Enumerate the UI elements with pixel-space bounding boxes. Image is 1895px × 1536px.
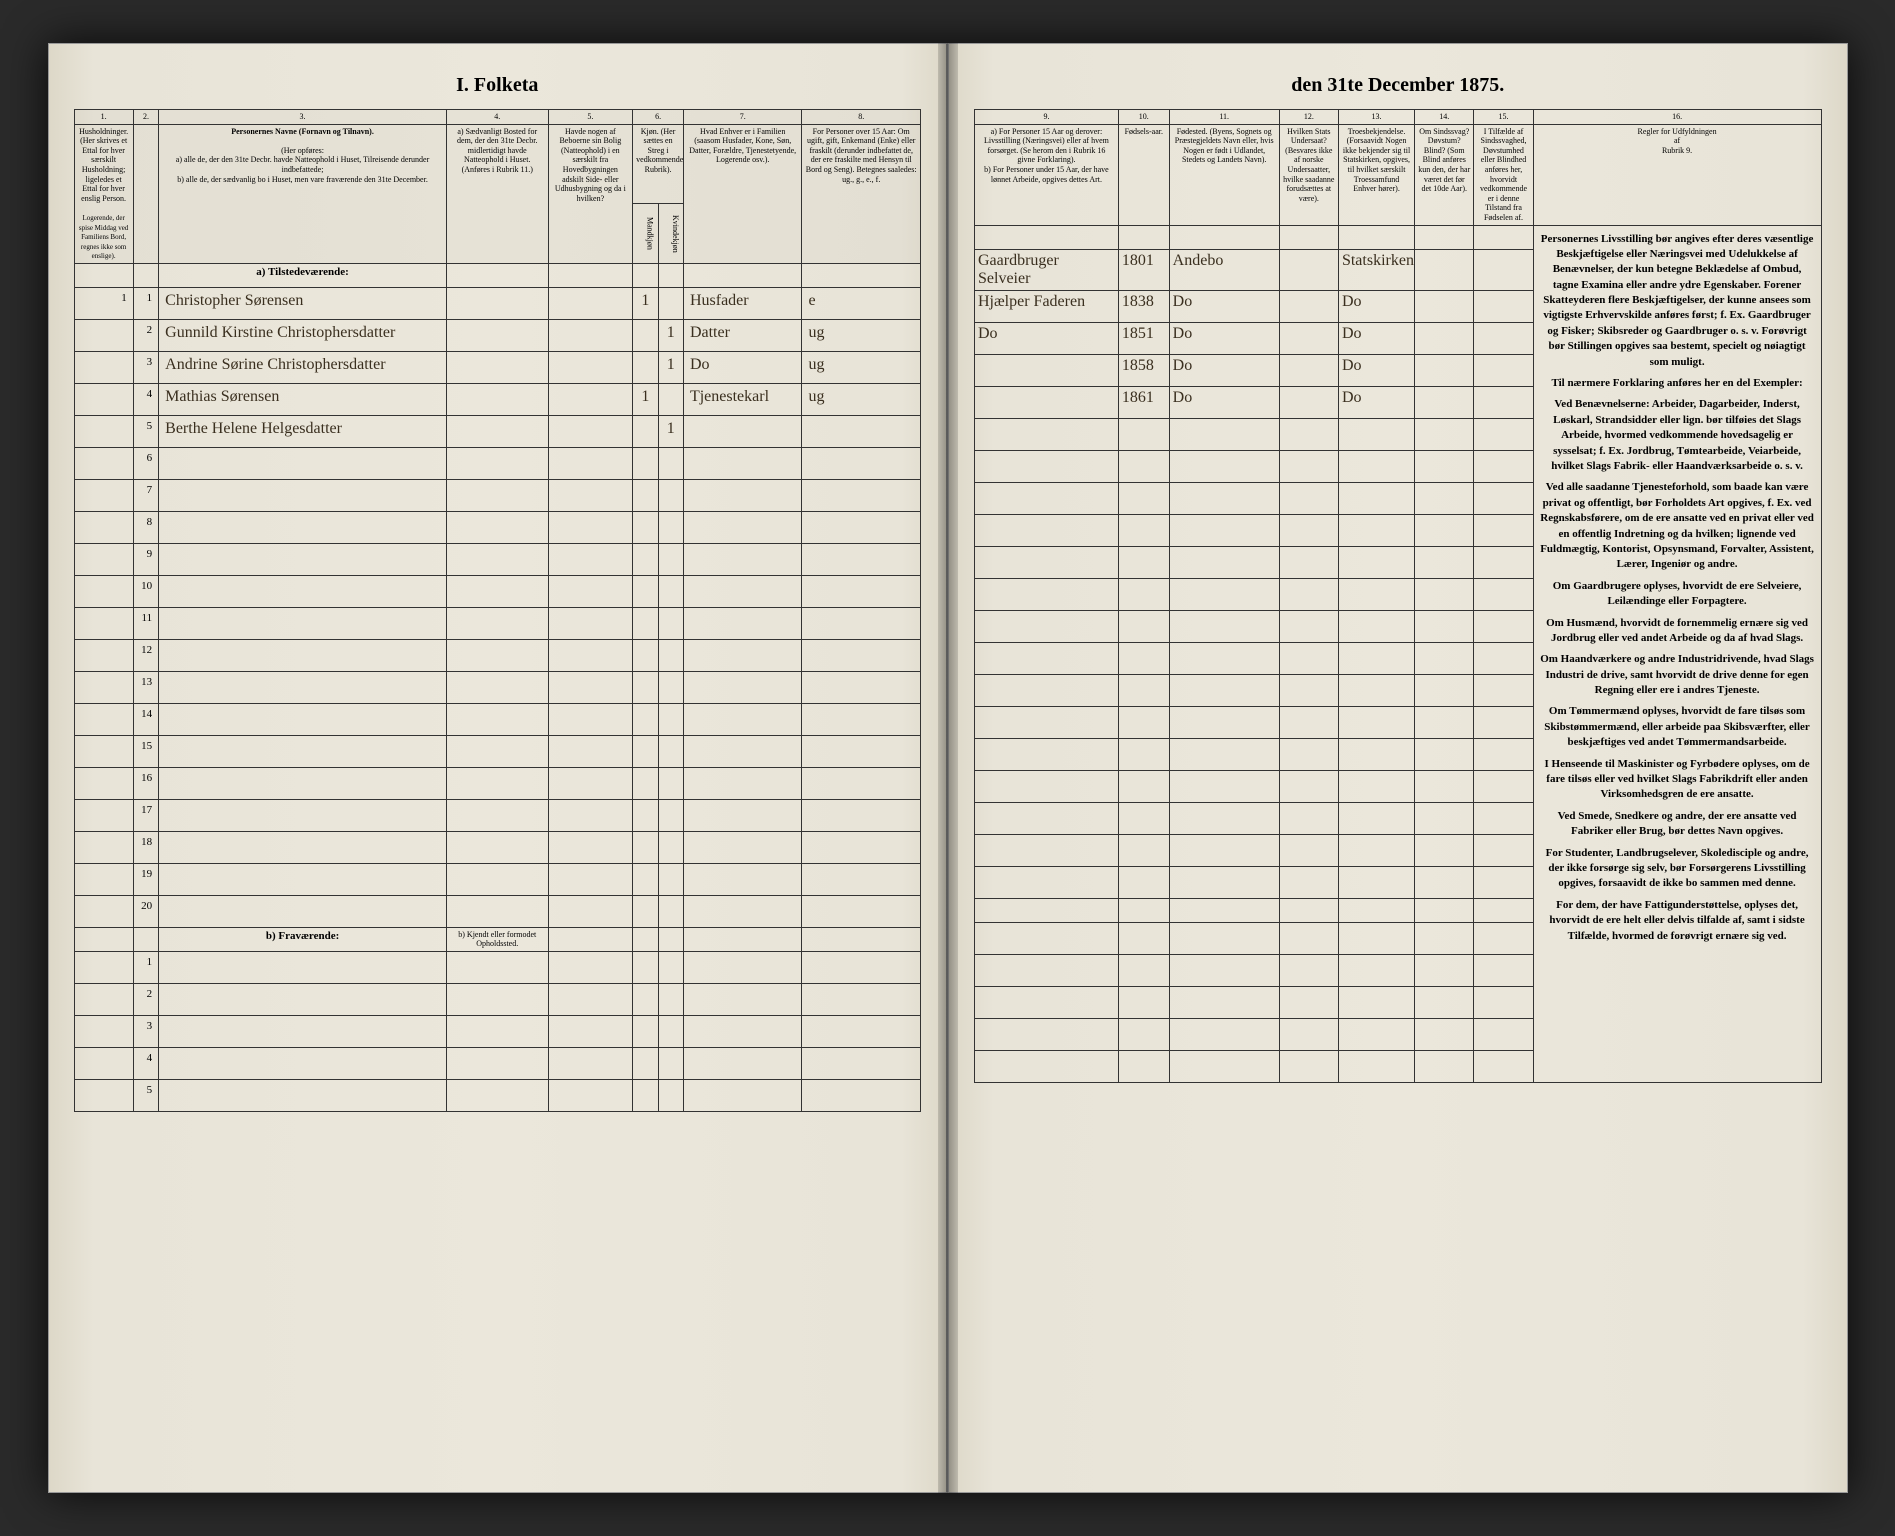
rules-text: Personernes Livsstilling bør angives eft…: [1533, 225, 1821, 1082]
col-num: 12.: [1279, 110, 1338, 125]
col-num: 10.: [1118, 110, 1169, 125]
table-row-empty: 7: [74, 479, 921, 511]
col-num: 6.: [633, 110, 684, 125]
person-name: Mathias Sørensen: [159, 383, 447, 415]
header-sex: Kjøn. (Her sættes en Streg i vedkommende…: [633, 124, 684, 203]
header-birthyear: Fødsels-aar.: [1118, 124, 1169, 225]
col-num: 5.: [548, 110, 633, 125]
table-row: 11 Christopher Sørensen 1 Husfadere: [74, 287, 921, 319]
header-congenital: I Tilfælde af Sindssvaghed, Døvstumhed e…: [1474, 124, 1533, 225]
person-name: Andrine Sørine Christophersdatter: [159, 351, 447, 383]
header-names: Personernes Navne (Fornavn og Tilnavn).(…: [159, 124, 447, 263]
person-name: Christopher Sørensen: [159, 287, 447, 319]
table-row: 3 Andrine Sørine Christophersdatter 1 Do…: [74, 351, 921, 383]
table-row-empty: 8: [74, 511, 921, 543]
table-row-empty: 3: [74, 1015, 921, 1047]
table-row: 2 Gunnild Kirstine Christophersdatter 1 …: [74, 319, 921, 351]
table-row-empty: 6: [74, 447, 921, 479]
col-num: 1.: [74, 110, 133, 125]
header-disability: Om Sindssvag? Døvstum? Blind? (Som Blind…: [1415, 124, 1474, 225]
header-birthplace: Fødested. (Byens, Sognets og Præstegjeld…: [1169, 124, 1279, 225]
table-row-empty: 12: [74, 639, 921, 671]
table-row-empty: 20: [74, 895, 921, 927]
col-num: 14.: [1415, 110, 1474, 125]
col-num: 2.: [133, 110, 158, 125]
header-nationality: Hvilken Stats Undersaat? (Besvares ikke …: [1279, 124, 1338, 225]
table-row-empty: 9: [74, 543, 921, 575]
person-name: Gunnild Kirstine Christophersdatter: [159, 319, 447, 351]
table-row-empty: 1: [74, 951, 921, 983]
table-row-empty: 11: [74, 607, 921, 639]
page-title-right: den 31te December 1875.: [974, 74, 1822, 97]
table-row: 5 Berthe Helene Helgesdatter 1: [74, 415, 921, 447]
header-c2: [133, 124, 158, 263]
header-occupation: a) For Personer 15 Aar og derover: Livss…: [975, 124, 1119, 225]
col-num: 3.: [159, 110, 447, 125]
census-table-right: 9. 10. 11. 12. 13. 14. 15. 16. a) For Pe…: [974, 109, 1822, 1083]
table-row-empty: 18: [74, 831, 921, 863]
table-row-empty: 15: [74, 735, 921, 767]
table-row-empty: 10: [74, 575, 921, 607]
header-rules: Regler for Udfyldningen af Rubrik 9.: [1533, 124, 1821, 225]
col-num: 16.: [1533, 110, 1821, 125]
header-relation: Hvad Enhver er i Familien (saasom Husfad…: [683, 124, 802, 263]
header-religion: Troesbekjendelse. (Forsaavidt Nogen ikke…: [1338, 124, 1414, 225]
person-name: Berthe Helene Helgesdatter: [159, 415, 447, 447]
table-row-empty: 4: [74, 1047, 921, 1079]
census-table-left: 1. 2. 3. 4. 5. 6. 7. 8. Husholdninger. (…: [74, 109, 922, 1112]
left-page: I. Folketa 1. 2. 3. 4. 5. 6. 7. 8.: [48, 43, 949, 1493]
col-num: 4.: [446, 110, 548, 125]
header-male: Mandkjøn: [633, 203, 658, 263]
col-num: 9.: [975, 110, 1119, 125]
table-row: 4 Mathias Sørensen 1 Tjenestekarlug: [74, 383, 921, 415]
census-book: I. Folketa 1. 2. 3. 4. 5. 6. 7. 8.: [48, 43, 1848, 1493]
section-absent: b) Fraværende:: [159, 927, 447, 951]
col-num: 8.: [802, 110, 921, 125]
header-civil: For Personer over 15 Aar: Om ugift, gift…: [802, 124, 921, 263]
table-row-empty: 19: [74, 863, 921, 895]
table-row-empty: 14: [74, 703, 921, 735]
col-num: 7.: [683, 110, 802, 125]
section-present: a) Tilstedeværende:: [159, 263, 447, 287]
table-row-empty: 16: [74, 767, 921, 799]
table-row-empty: 13: [74, 671, 921, 703]
col-num: 15.: [1474, 110, 1533, 125]
table-row-empty: 17: [74, 799, 921, 831]
table-row-empty: 5: [74, 1079, 921, 1111]
page-title-left: I. Folketa: [74, 74, 922, 97]
table-row-empty: 2: [74, 983, 921, 1015]
right-page: den 31te December 1875. 9. 10. 11. 12. 1…: [948, 43, 1848, 1493]
header-bosted: a) Sædvanligt Bosted for dem, der den 31…: [446, 124, 548, 263]
col-num: 11.: [1169, 110, 1279, 125]
header-bolig: Havde nogen af Beboerne sin Bolig (Natte…: [548, 124, 633, 263]
col-num: 13.: [1338, 110, 1414, 125]
header-female: Kvindekjøn: [658, 203, 683, 263]
header-household: Husholdninger. (Her skrives et Ettal for…: [74, 124, 133, 263]
